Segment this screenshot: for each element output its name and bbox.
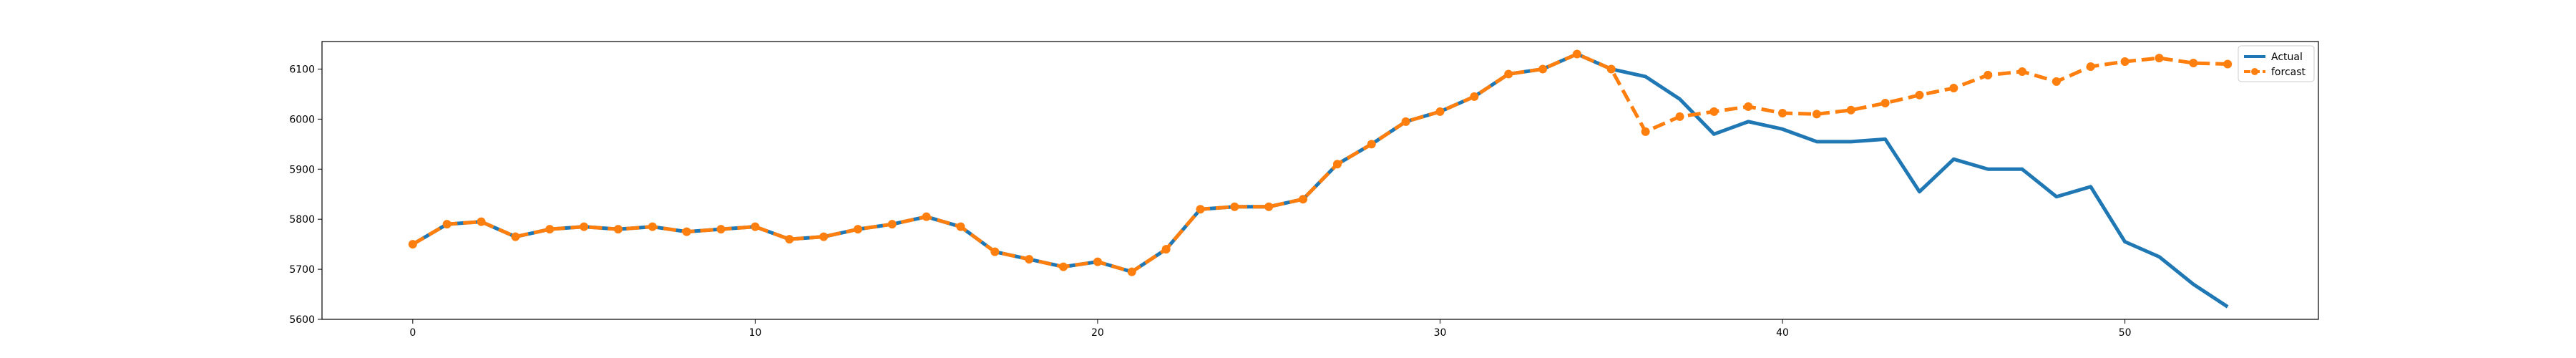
x-tick-label: 40 <box>1776 327 1789 339</box>
data-point <box>1846 105 1855 115</box>
data-point <box>956 222 965 231</box>
data-point <box>648 222 657 231</box>
data-point <box>853 225 862 234</box>
data-point <box>1161 245 1171 254</box>
data-point <box>1093 257 1102 266</box>
data-point <box>2189 59 2198 68</box>
y-tick-label: 5600 <box>289 314 315 326</box>
data-point <box>682 227 691 236</box>
data-point <box>1949 84 1958 93</box>
data-point <box>751 222 760 231</box>
data-point <box>1367 140 1376 149</box>
x-tick-label: 0 <box>409 327 416 339</box>
data-point <box>1401 117 1410 126</box>
data-point <box>1675 112 1684 121</box>
data-point <box>1264 202 1274 211</box>
data-point <box>442 220 452 229</box>
data-point <box>1744 102 1753 111</box>
legend-marker <box>2251 68 2258 75</box>
data-point <box>1025 255 1034 264</box>
data-point <box>2223 59 2233 69</box>
data-point <box>1641 127 1650 136</box>
y-tick-label: 5900 <box>289 164 315 175</box>
data-point <box>2051 77 2061 86</box>
data-point <box>819 232 829 241</box>
data-point <box>1984 70 1993 79</box>
legend-label-forcast: forcast <box>2271 67 2306 78</box>
x-axis: 0 10 20 30 40 50 <box>409 319 2132 339</box>
data-point <box>1778 108 1787 117</box>
data-point <box>1435 107 1445 116</box>
data-point <box>887 220 897 229</box>
data-point <box>1915 90 1924 100</box>
data-point <box>2120 57 2129 66</box>
y-axis: 5600 5700 5800 5900 6000 6100 <box>289 64 322 326</box>
data-point <box>1880 98 1890 107</box>
data-point <box>1127 267 1136 276</box>
y-tick-label: 6100 <box>289 64 315 75</box>
plot-markers <box>408 49 2233 276</box>
y-tick-label: 5700 <box>289 264 315 276</box>
data-point <box>716 225 726 234</box>
y-tick-label: 6000 <box>289 114 315 125</box>
plot-frame <box>321 41 2319 320</box>
data-point <box>511 232 520 241</box>
data-point <box>1606 64 1616 74</box>
x-tick-label: 20 <box>1091 327 1104 339</box>
data-point <box>2086 62 2095 71</box>
data-point <box>1572 49 1581 59</box>
data-point <box>1230 202 1239 211</box>
data-point <box>2018 67 2027 76</box>
x-tick-label: 10 <box>748 327 761 339</box>
legend: Actual forcast <box>2238 45 2315 82</box>
data-point <box>1538 64 1548 74</box>
x-tick-label: 30 <box>1434 327 1447 339</box>
data-point <box>408 240 417 249</box>
data-point <box>1059 262 1068 271</box>
data-point <box>1332 160 1342 169</box>
legend-label-actual: Actual <box>2271 52 2303 63</box>
data-point <box>785 235 794 244</box>
data-point <box>545 225 555 234</box>
data-point <box>1299 195 1308 204</box>
data-point <box>1812 110 1821 119</box>
data-point <box>580 222 589 231</box>
x-tick-label: 50 <box>2119 327 2132 339</box>
data-point <box>990 247 1000 256</box>
data-point <box>922 212 931 221</box>
y-tick-label: 5800 <box>289 214 315 226</box>
data-point <box>1196 205 1205 214</box>
data-point <box>2155 54 2164 63</box>
data-point <box>1504 69 1513 79</box>
plot-lines <box>411 52 2229 309</box>
data-point <box>1470 92 1479 101</box>
data-point <box>613 225 623 234</box>
data-point <box>477 217 486 226</box>
data-point <box>1709 107 1719 116</box>
series-line-forcast <box>411 52 2228 274</box>
